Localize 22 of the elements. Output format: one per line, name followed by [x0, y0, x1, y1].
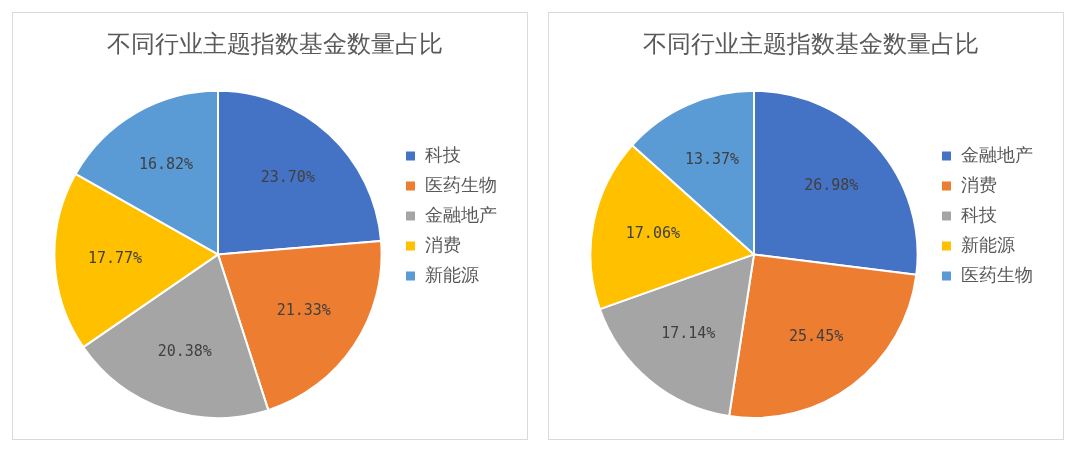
data-label: 23.70% [260, 168, 315, 187]
legend-label: 医药生物 [961, 263, 1033, 285]
data-label: 17.77% [87, 248, 143, 267]
legend-label: 消费 [425, 233, 461, 255]
data-label: 17.06% [625, 224, 680, 243]
legend-label: 科技 [425, 143, 461, 165]
legend-label: 新能源 [425, 263, 479, 285]
data-label: 25.45% [789, 326, 844, 345]
data-label: 20.38% [157, 341, 212, 360]
data-label: 17.14% [661, 323, 716, 342]
data-label: 13.37% [684, 150, 740, 169]
data-label: 21.33% [276, 301, 331, 320]
legend-label: 金融地产 [425, 203, 497, 225]
data-label: 16.82% [138, 155, 194, 174]
chart-title: 不同行业主题指数基金数量占比 [643, 29, 979, 58]
legend-label: 医药生物 [425, 173, 497, 195]
legend-label: 科技 [961, 203, 997, 225]
data-label: 26.98% [804, 176, 859, 195]
chart-title: 不同行业主题指数基金数量占比 [107, 29, 443, 58]
legend-label: 新能源 [961, 233, 1015, 255]
legend-label: 金融地产 [961, 143, 1033, 165]
legend-label: 消费 [961, 173, 997, 195]
